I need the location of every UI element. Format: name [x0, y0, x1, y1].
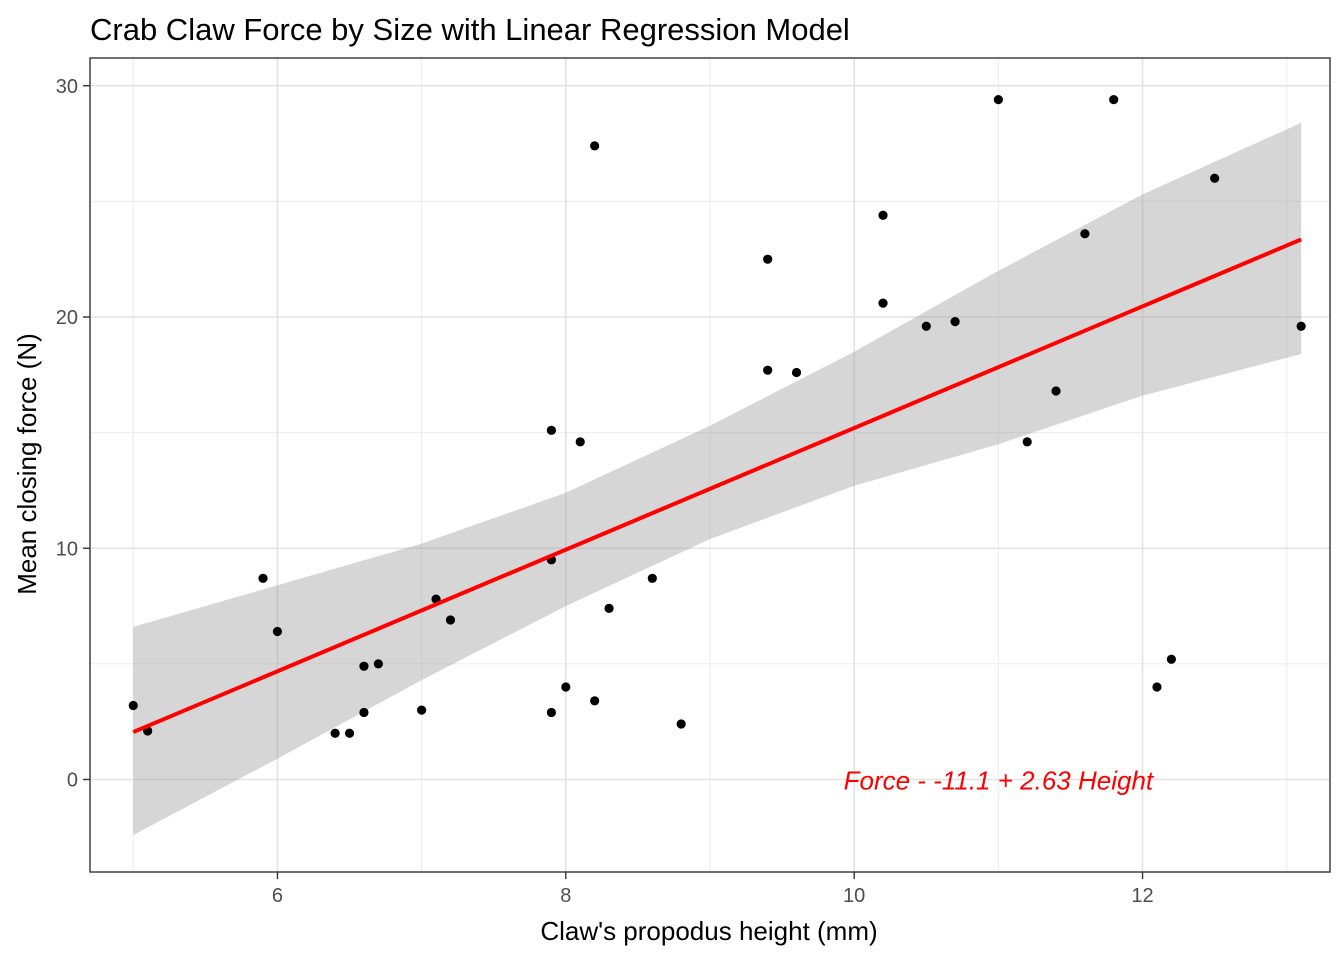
data-point: [272, 626, 283, 637]
data-point: [1051, 386, 1061, 396]
regression-line: [132, 237, 1302, 734]
data-point: [561, 682, 571, 692]
data-point: [878, 298, 888, 308]
major-gridlines: [90, 58, 1330, 872]
data-point: [1109, 95, 1119, 105]
x-tick-label: 12: [1131, 885, 1153, 907]
x-tick-label: 8: [560, 885, 571, 907]
data-point: [128, 700, 138, 711]
y-axis-ticks: 0 10 20 30: [56, 76, 90, 792]
y-tick-label: 20: [56, 307, 78, 329]
data-point: [546, 707, 556, 718]
data-point: [878, 210, 888, 220]
data-point: [590, 696, 600, 706]
data-point: [330, 728, 340, 738]
y-tick-label: 0: [67, 770, 78, 792]
data-point: [950, 317, 960, 327]
data-point: [373, 659, 383, 669]
data-point: [344, 728, 355, 738]
regression-equation: Force - -11.1 + 2.63 Height: [844, 766, 1155, 796]
chart-title: Crab Claw Force by Size with Linear Regr…: [90, 12, 850, 47]
data-point: [1022, 437, 1032, 447]
x-tick-label: 6: [272, 885, 283, 907]
y-tick-label: 30: [56, 76, 78, 98]
y-axis-title: Mean closing force (N): [12, 333, 42, 595]
data-point: [1080, 229, 1090, 239]
data-point: [676, 719, 686, 729]
data-point: [763, 254, 773, 264]
x-axis-ticks: 6 8 10 12: [272, 872, 1154, 907]
data-point: [604, 603, 614, 613]
minor-gridlines: [90, 58, 1330, 872]
data-point: [359, 707, 369, 718]
data-point: [993, 95, 1003, 105]
data-point: [359, 661, 369, 671]
x-axis-title: Claw's propodus height (mm): [540, 916, 877, 946]
data-point: [921, 321, 931, 331]
x-tick-label: 10: [843, 885, 865, 907]
y-tick-label: 10: [56, 538, 78, 560]
data-point: [647, 573, 657, 583]
data-point: [417, 705, 427, 715]
data-points: [128, 95, 1306, 738]
data-point: [1152, 682, 1162, 692]
data-point: [258, 573, 268, 583]
data-point: [791, 367, 802, 378]
data-point: [1296, 321, 1306, 331]
data-point: [445, 615, 456, 625]
data-point: [546, 425, 556, 435]
confidence-band: [133, 122, 1302, 836]
data-point: [1210, 173, 1220, 183]
data-point: [575, 437, 585, 447]
plot-panel-border: [89, 57, 1331, 873]
data-point: [763, 365, 773, 375]
data-point: [590, 141, 600, 151]
data-point: [1166, 654, 1176, 664]
